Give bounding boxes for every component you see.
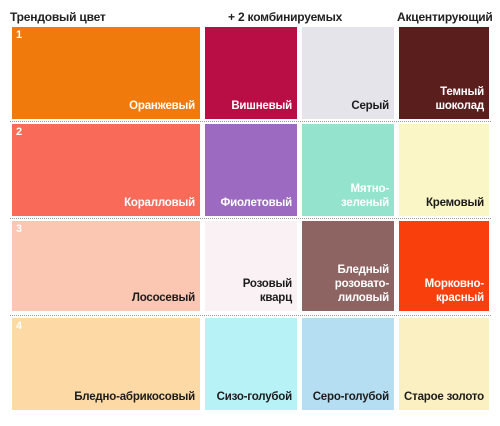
swatch-combo-1-row-2: Фиолетовый xyxy=(205,124,297,216)
swatch-combo-1-row-4: Сизо-голубой xyxy=(205,318,297,410)
swatch-trend-row-3: 3 Лососевый xyxy=(12,221,200,311)
swatch-label: Серо-голубой xyxy=(312,391,390,403)
swatch-label: Розовый кварц xyxy=(242,278,292,304)
swatch-combo-2-row-3: Бледный розовато- лиловый xyxy=(302,221,394,311)
swatch-accent-row-2: Кремовый xyxy=(399,124,489,216)
swatch-accent-row-3: Морковно- красный xyxy=(399,221,489,311)
row-divider xyxy=(10,315,491,316)
swatch-combo-1-row-3: Розовый кварц xyxy=(205,221,297,311)
swatch-label: Коралловый xyxy=(124,197,195,209)
swatch-label: Морковно- красный xyxy=(424,278,485,304)
row-number: 4 xyxy=(16,320,23,332)
header-trend-color: Трендовый цвет xyxy=(10,10,106,24)
swatch-label: Мятно- зеленый xyxy=(341,183,389,209)
row-number: 2 xyxy=(16,126,23,138)
swatch-combo-2-row-1: Серый xyxy=(302,27,394,119)
row-divider xyxy=(10,218,491,219)
swatch-trend-row-2: 2 Коралловый xyxy=(12,124,200,216)
swatch-combo-2-row-4: Серо-голубой xyxy=(302,318,394,410)
swatch-accent-row-1: Темный шоколад xyxy=(399,27,489,119)
swatch-label: Старое золото xyxy=(404,391,484,403)
swatch-label: Лососевый xyxy=(131,292,195,304)
swatch-label: Фиолетовый xyxy=(220,197,293,209)
swatch-trend-row-4: 4 Бледно-абрикосовый xyxy=(12,318,200,410)
swatch-label: Серый xyxy=(351,100,389,112)
row-number: 1 xyxy=(16,29,23,41)
swatch-accent-row-4: Старое золото xyxy=(399,318,489,410)
row-divider xyxy=(10,121,491,122)
swatch-label: Оранжевый xyxy=(129,100,195,112)
swatch-label: Темный шоколад xyxy=(435,86,484,112)
swatch-label: Кремовый xyxy=(425,197,484,209)
row-number: 3 xyxy=(16,223,23,235)
swatch-label: Бледный розовато- лиловый xyxy=(334,264,389,304)
header-accent: Акцентирующий xyxy=(397,10,493,24)
swatch-label: Вишневый xyxy=(231,100,292,112)
swatch-label: Бледно-абрикосовый xyxy=(74,391,195,403)
swatch-label: Сизо-голубой xyxy=(216,391,293,403)
swatch-trend-row-1: 1 Оранжевый xyxy=(12,27,200,119)
header-combinable: + 2 комбинируемых xyxy=(228,10,343,24)
swatch-combo-1-row-1: Вишневый xyxy=(205,27,297,119)
swatch-combo-2-row-2: Мятно- зеленый xyxy=(302,124,394,216)
